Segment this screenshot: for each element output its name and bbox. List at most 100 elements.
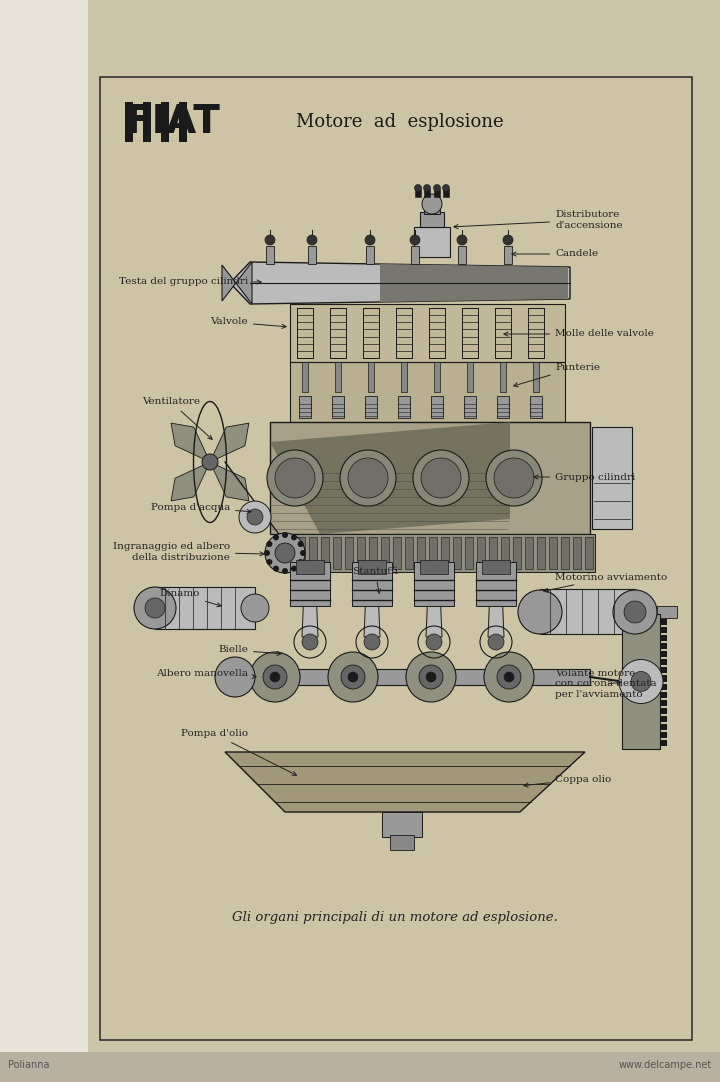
Bar (622, 613, 660, 749)
Bar (405, 537, 413, 569)
Polygon shape (230, 262, 570, 304)
Bar (420, 212, 444, 227)
Bar (352, 562, 392, 606)
Circle shape (250, 652, 300, 702)
Circle shape (413, 450, 469, 506)
Circle shape (273, 566, 279, 571)
Bar (100, 77, 692, 1040)
Bar (660, 668, 667, 673)
Bar (0, 1052, 720, 1082)
Bar (363, 308, 379, 358)
Bar (482, 560, 510, 573)
Text: Gli organi principali di un motore ad esplosione.: Gli organi principali di un motore ad es… (232, 910, 558, 924)
Bar (429, 537, 437, 569)
Circle shape (497, 665, 521, 689)
Bar (155, 588, 255, 629)
Text: www.delcampe.net: www.delcampe.net (618, 1060, 712, 1070)
Bar (561, 537, 569, 569)
Circle shape (518, 590, 562, 634)
Circle shape (631, 672, 651, 691)
Bar (500, 362, 506, 392)
Bar (345, 537, 353, 569)
Bar (537, 537, 545, 569)
Circle shape (202, 454, 218, 470)
Text: Bielle: Bielle (218, 646, 281, 656)
Circle shape (457, 235, 467, 245)
Circle shape (264, 550, 270, 556)
Bar (335, 362, 341, 392)
Bar (382, 812, 422, 837)
Circle shape (503, 235, 513, 245)
Bar (358, 560, 386, 573)
Circle shape (619, 660, 663, 703)
Bar (495, 308, 511, 358)
Circle shape (273, 535, 279, 540)
Circle shape (421, 458, 461, 498)
Text: Volante motore
con corona dentata
per l'avviamento: Volante motore con corona dentata per l'… (555, 669, 657, 699)
Circle shape (348, 458, 388, 498)
Bar (573, 537, 581, 569)
Bar (0, 0, 88, 1082)
Text: Albero manovella: Albero manovella (156, 670, 256, 678)
Bar (441, 537, 449, 569)
Circle shape (215, 657, 255, 697)
Text: Pompa d'acqua: Pompa d'acqua (150, 502, 251, 514)
Circle shape (247, 509, 263, 525)
Bar (295, 535, 595, 572)
Bar (296, 560, 324, 573)
Bar (660, 691, 667, 698)
Circle shape (263, 665, 287, 689)
Circle shape (348, 672, 358, 682)
Bar (179, 102, 187, 142)
Text: FIAT: FIAT (125, 103, 220, 141)
Text: Testa del gruppo cilindri: Testa del gruppo cilindri (119, 277, 261, 287)
Bar (424, 204, 440, 214)
Circle shape (291, 566, 297, 571)
Text: Stantuffi: Stantuffi (352, 567, 398, 593)
Bar (330, 308, 346, 358)
Bar (429, 308, 445, 358)
Polygon shape (380, 264, 568, 302)
Circle shape (340, 450, 396, 506)
Bar (530, 396, 542, 418)
Bar (290, 562, 330, 606)
Bar (497, 396, 509, 418)
Polygon shape (488, 564, 504, 637)
Circle shape (297, 541, 304, 547)
Text: Punterie: Punterie (513, 362, 600, 386)
Circle shape (364, 634, 380, 650)
Polygon shape (270, 422, 510, 535)
Text: Motorino avviamento: Motorino avviamento (544, 572, 667, 592)
Circle shape (422, 194, 442, 214)
Text: Ventilatore: Ventilatore (142, 397, 212, 439)
Bar (381, 537, 389, 569)
Text: Gruppo cilindri: Gruppo cilindri (534, 473, 635, 481)
Text: Motore  ad  esplosione: Motore ad esplosione (296, 113, 504, 131)
Text: Coppa olio: Coppa olio (524, 775, 611, 788)
Circle shape (415, 185, 421, 192)
Bar (513, 537, 521, 569)
Bar (660, 700, 667, 705)
Text: Dinamo: Dinamo (160, 590, 221, 607)
Bar (308, 246, 316, 264)
Bar (414, 227, 450, 258)
Bar (657, 606, 677, 618)
Bar (396, 308, 412, 358)
Bar (477, 537, 485, 569)
Bar (393, 537, 401, 569)
Polygon shape (210, 423, 249, 462)
Bar (332, 396, 344, 418)
Bar (357, 537, 365, 569)
Bar (465, 537, 473, 569)
Polygon shape (171, 462, 210, 501)
Bar (398, 396, 410, 418)
Bar (302, 362, 308, 392)
Circle shape (419, 665, 443, 689)
Polygon shape (364, 564, 380, 637)
Circle shape (488, 634, 504, 650)
Bar (585, 537, 593, 569)
Polygon shape (210, 462, 249, 501)
Circle shape (282, 532, 288, 538)
Circle shape (484, 652, 534, 702)
Circle shape (241, 594, 269, 622)
